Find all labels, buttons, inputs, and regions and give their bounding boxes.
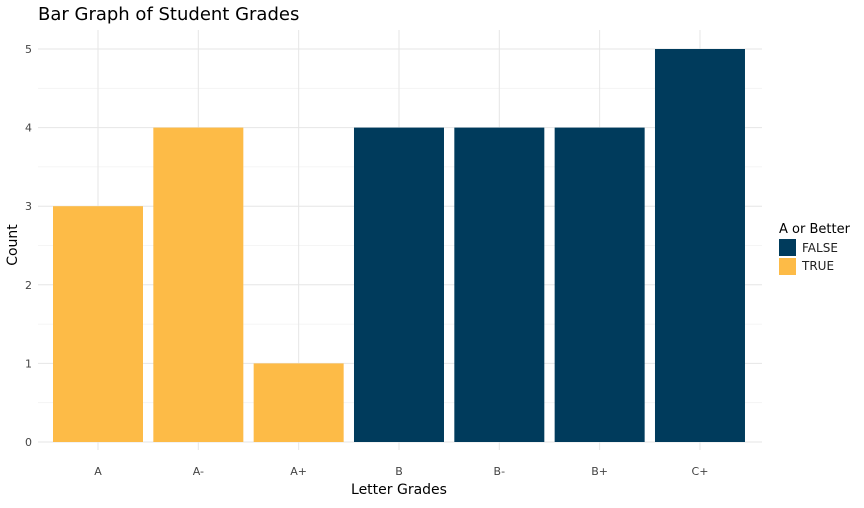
y-tick-label: 2 [25, 279, 32, 292]
legend: A or Better FALSE TRUE [779, 222, 851, 275]
legend-swatch-true [779, 258, 796, 275]
bar-A+ [253, 363, 344, 442]
bar-A- [153, 127, 244, 442]
bar-B+ [554, 127, 645, 442]
x-tick-label: B [395, 465, 403, 478]
legend-swatch-false [779, 239, 796, 256]
chart-title: Bar Graph of Student Grades [38, 4, 299, 25]
bar-A [53, 206, 143, 442]
y-tick-label: 3 [25, 200, 32, 213]
legend-label-false: FALSE [802, 241, 838, 255]
y-tick-label: 5 [25, 43, 32, 56]
bar-C+ [654, 49, 745, 442]
x-tick-label: A+ [290, 465, 307, 478]
y-tick-label: 4 [25, 122, 32, 135]
x-tick-label: B- [494, 465, 506, 478]
bars [53, 49, 745, 442]
x-tick-label: A- [193, 465, 204, 478]
axis-ticks: 0 1 2 3 4 5 A A- A+ B B- B+ C+ [25, 43, 708, 478]
y-tick-label: 0 [25, 436, 32, 449]
x-tick-label: A [94, 465, 102, 478]
legend-label-true: TRUE [801, 259, 834, 273]
y-tick-label: 1 [25, 357, 32, 370]
y-axis-label: Count [5, 224, 21, 266]
legend-title: A or Better [779, 222, 851, 237]
bar-B [353, 127, 444, 442]
x-tick-label: C+ [692, 465, 709, 478]
bar-B- [454, 127, 545, 442]
x-tick-label: B+ [591, 465, 608, 478]
x-axis-label: Letter Grades [351, 482, 447, 498]
